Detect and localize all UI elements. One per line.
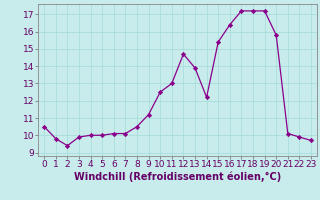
X-axis label: Windchill (Refroidissement éolien,°C): Windchill (Refroidissement éolien,°C) <box>74 172 281 182</box>
